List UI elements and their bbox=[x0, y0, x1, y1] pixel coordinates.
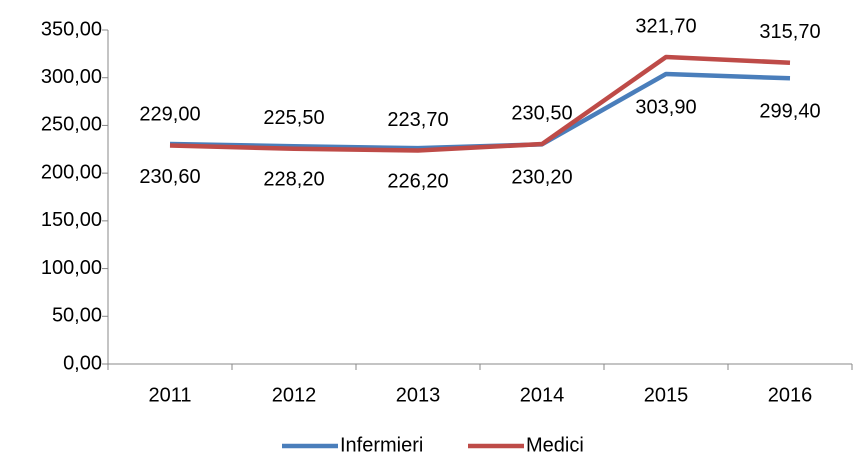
data-label: 321,70 bbox=[635, 15, 696, 37]
data-label: 303,90 bbox=[635, 96, 696, 118]
y-tick-label: 300,00 bbox=[41, 66, 102, 88]
data-label: 230,50 bbox=[511, 102, 572, 124]
data-label: 228,20 bbox=[263, 169, 324, 191]
x-tick-label: 2016 bbox=[768, 384, 813, 406]
y-tick-label: 350,00 bbox=[41, 18, 102, 40]
legend-label: Medici bbox=[526, 434, 584, 456]
y-tick-label: 0,00 bbox=[63, 352, 102, 374]
data-label: 225,50 bbox=[263, 107, 324, 129]
data-label: 299,40 bbox=[759, 101, 820, 123]
y-tick-label: 100,00 bbox=[41, 257, 102, 279]
series-line bbox=[169, 54, 791, 153]
data-label: 223,70 bbox=[387, 109, 448, 131]
y-tick-label: 50,00 bbox=[52, 305, 102, 327]
x-tick-label: 2012 bbox=[272, 384, 317, 406]
y-tick-label: 150,00 bbox=[41, 209, 102, 231]
y-tick-label: 200,00 bbox=[41, 161, 102, 183]
data-label: 315,70 bbox=[759, 21, 820, 43]
x-tick-label: 2013 bbox=[396, 384, 441, 406]
legend-label: Infermieri bbox=[340, 434, 423, 456]
x-tick-label: 2014 bbox=[520, 384, 565, 406]
data-label: 230,60 bbox=[139, 166, 200, 188]
data-label: 229,00 bbox=[139, 104, 200, 126]
x-tick-label: 2015 bbox=[644, 384, 689, 406]
data-label: 226,20 bbox=[387, 170, 448, 192]
y-tick-label: 250,00 bbox=[41, 114, 102, 136]
x-tick-label: 2011 bbox=[148, 384, 191, 406]
data-label: 230,20 bbox=[511, 167, 572, 189]
